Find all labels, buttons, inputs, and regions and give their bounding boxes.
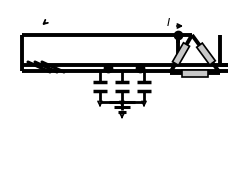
Polygon shape <box>172 43 190 65</box>
Text: I: I <box>166 18 170 28</box>
Polygon shape <box>197 43 215 65</box>
Polygon shape <box>182 70 208 76</box>
